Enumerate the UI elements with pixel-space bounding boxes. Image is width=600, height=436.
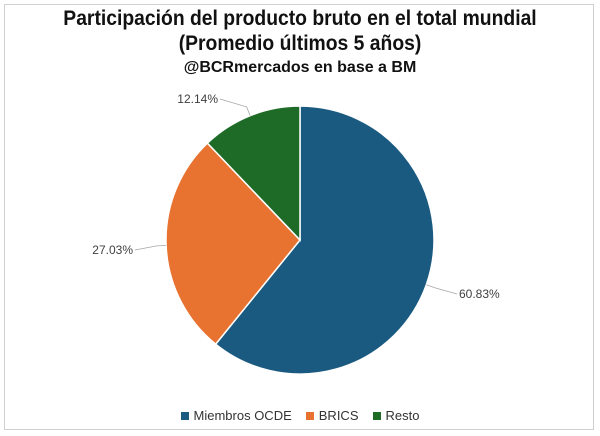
chart-source: @BCRmercados en base a BM [183, 59, 417, 76]
legend-label: Resto [385, 408, 420, 423]
data-label: 60.83% [459, 287, 500, 301]
data-label: 27.03% [92, 243, 133, 257]
legend-swatch [180, 411, 189, 420]
legend-item: BRICS [305, 408, 359, 423]
leader-line [134, 245, 167, 251]
legend-item: Miembros OCDE [180, 408, 292, 423]
chart-titles: Participación del producto bruto en el t… [0, 6, 600, 79]
legend-swatch [372, 411, 381, 420]
chart-legend: Miembros OCDE BRICS Resto [0, 408, 600, 423]
legend-item: Resto [372, 408, 420, 423]
chart-subtitle: (Promedio últimos 5 años) [178, 32, 422, 55]
leader-line [426, 284, 458, 295]
leader-line [219, 98, 251, 116]
legend-swatch [305, 411, 314, 420]
pie-slice-resto [206, 105, 301, 242]
legend-label: BRICS [318, 408, 359, 423]
data-label: 12.14% [177, 92, 218, 106]
chart-title: Participación del producto bruto en el t… [63, 7, 537, 30]
legend-label: Miembros OCDE [193, 408, 292, 423]
pie-slice-brics [165, 142, 301, 346]
